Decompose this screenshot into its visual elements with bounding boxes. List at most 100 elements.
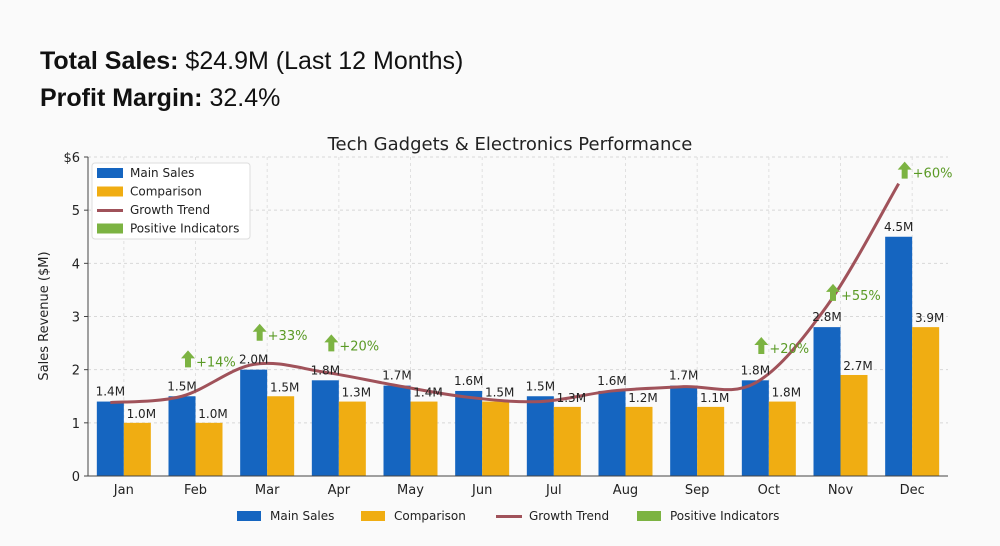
x-tick-label: Jan — [113, 483, 134, 498]
up-arrow-icon — [181, 350, 195, 368]
up-arrow-icon — [754, 337, 769, 355]
bar-main-sales — [240, 369, 268, 476]
legend-label: Positive Indicators — [130, 222, 239, 236]
bar-comparison — [195, 422, 223, 476]
x-tick-label: Dec — [900, 483, 925, 498]
legend-swatch — [97, 186, 123, 197]
data-label-comparison: 2.7M — [843, 359, 872, 373]
bar-comparison — [482, 401, 510, 476]
data-label-main-sales: 4.5M — [884, 220, 913, 234]
legend-label: Comparison — [130, 185, 202, 199]
data-label-main-sales: 1.6M — [597, 374, 626, 388]
profit-margin-label: Profit Margin: — [40, 84, 203, 112]
data-labels: 1.4M1.0M1.5M1.0M2.0M1.5M1.8M1.3M1.7M1.4M… — [96, 161, 952, 421]
bar-main-sales — [311, 380, 339, 476]
bar-comparison — [553, 406, 581, 476]
data-label-main-sales: 1.8M — [311, 363, 340, 377]
bar-main-sales — [598, 390, 626, 476]
up-arrow-icon — [897, 161, 912, 179]
data-label-comparison: 1.5M — [270, 380, 299, 394]
y-tick-label: 1 — [72, 417, 80, 432]
y-tick-label: $6 — [63, 151, 80, 166]
profit-margin-kpi: Profit Margin: 32.4% — [40, 83, 280, 113]
legend-bottom: Main Sales Comparison Growth Trend Positive… — [237, 509, 779, 523]
bar-comparison — [267, 396, 295, 476]
data-label-main-sales: 2.8M — [812, 310, 841, 324]
legend-swatch — [97, 168, 123, 178]
data-label-comparison: 1.1M — [700, 391, 729, 405]
axes: 0 1 2 3 4 5 $6 Jan Feb Mar Apr May Jun Jul Aug Sep Oct No… — [63, 151, 948, 498]
chart-title: Tech Gadgets & Electronics Performance — [327, 134, 693, 155]
data-label-main-sales: 1.7M — [669, 369, 698, 383]
bar-main-sales — [168, 396, 196, 476]
y-tick-label: 3 — [72, 311, 80, 326]
data-label-comparison: 1.8M — [772, 386, 801, 400]
legend-swatch — [637, 511, 661, 521]
bar-main-sales — [741, 380, 769, 476]
data-label-comparison: 1.4M — [413, 386, 442, 400]
profit-margin-value: 32.4% — [202, 84, 281, 112]
data-label-comparison: 1.3M — [557, 391, 586, 405]
x-tick-label: Nov — [828, 483, 854, 498]
bar-main-sales — [96, 401, 124, 476]
positive-indicator-label: +33% — [268, 329, 308, 344]
legend-label: Growth Trend — [529, 509, 609, 523]
bar-comparison — [697, 406, 725, 476]
positive-indicator-label: +55% — [841, 289, 881, 304]
legend-swatch — [361, 511, 385, 521]
bar-main-sales — [455, 390, 483, 476]
total-sales-value: $24.9M (Last 12 Months) — [178, 47, 464, 75]
x-tick-label: Jun — [471, 483, 492, 498]
legend-box — [91, 162, 251, 240]
data-label-comparison: 1.5M — [485, 386, 514, 400]
positive-indicator-label: +14% — [196, 355, 236, 370]
bar-main-sales — [526, 396, 554, 476]
y-tick-label: 5 — [72, 204, 80, 219]
data-label-main-sales: 1.5M — [167, 379, 196, 393]
bar-comparison — [768, 401, 796, 476]
bar-main-sales — [885, 236, 913, 476]
data-label-main-sales: 1.5M — [526, 379, 555, 393]
trend-line — [110, 182, 900, 405]
bar-comparison — [410, 401, 438, 476]
bar-main-sales — [813, 327, 841, 476]
legend-label: Main Sales — [130, 166, 194, 180]
legend-label: Comparison — [394, 509, 466, 523]
bar-comparison — [625, 406, 653, 476]
data-label-comparison: 1.3M — [342, 386, 371, 400]
positive-indicator-label: +20% — [769, 342, 809, 357]
y-axis-label: Sales Revenue ($M) — [37, 251, 52, 380]
data-label-comparison: 1.2M — [628, 391, 657, 405]
legend-swatch — [97, 223, 123, 234]
up-arrow-icon — [252, 323, 267, 341]
bar-main-sales — [670, 385, 698, 476]
data-label-main-sales: 1.7M — [382, 369, 411, 383]
total-sales-kpi: Total Sales: $24.9M (Last 12 Months) — [40, 46, 463, 76]
growth-trend-line — [110, 182, 900, 405]
data-label-comparison: 3.9M — [915, 311, 944, 325]
data-label-main-sales: 2.0M — [239, 353, 268, 367]
data-label-main-sales: 1.4M — [96, 385, 125, 399]
up-arrow-icon — [324, 334, 339, 352]
x-tick-label: May — [397, 483, 424, 498]
data-label-main-sales: 1.6M — [454, 374, 483, 388]
bar-comparison — [338, 401, 366, 476]
bars — [96, 236, 940, 476]
bar-comparison — [840, 374, 868, 476]
x-tick-label: Jul — [545, 483, 562, 498]
x-tick-label: Sep — [685, 483, 710, 498]
x-tick-label: Aug — [613, 483, 638, 498]
legend-swatch-line — [97, 209, 123, 212]
total-sales-label: Total Sales: — [40, 47, 179, 75]
bar-main-sales — [383, 385, 411, 476]
y-tick-label: 2 — [72, 364, 80, 379]
legend-top: Main Sales Comparison Growth Trend Positive… — [91, 162, 251, 240]
legend-label: Positive Indicators — [670, 509, 779, 523]
x-tick-label: Feb — [184, 483, 207, 498]
data-label-comparison: 1.0M — [198, 407, 227, 421]
bar-comparison — [123, 422, 151, 476]
y-tick-label: 4 — [72, 257, 80, 272]
x-tick-label: Mar — [255, 483, 280, 498]
y-tick-label: 0 — [72, 470, 80, 485]
